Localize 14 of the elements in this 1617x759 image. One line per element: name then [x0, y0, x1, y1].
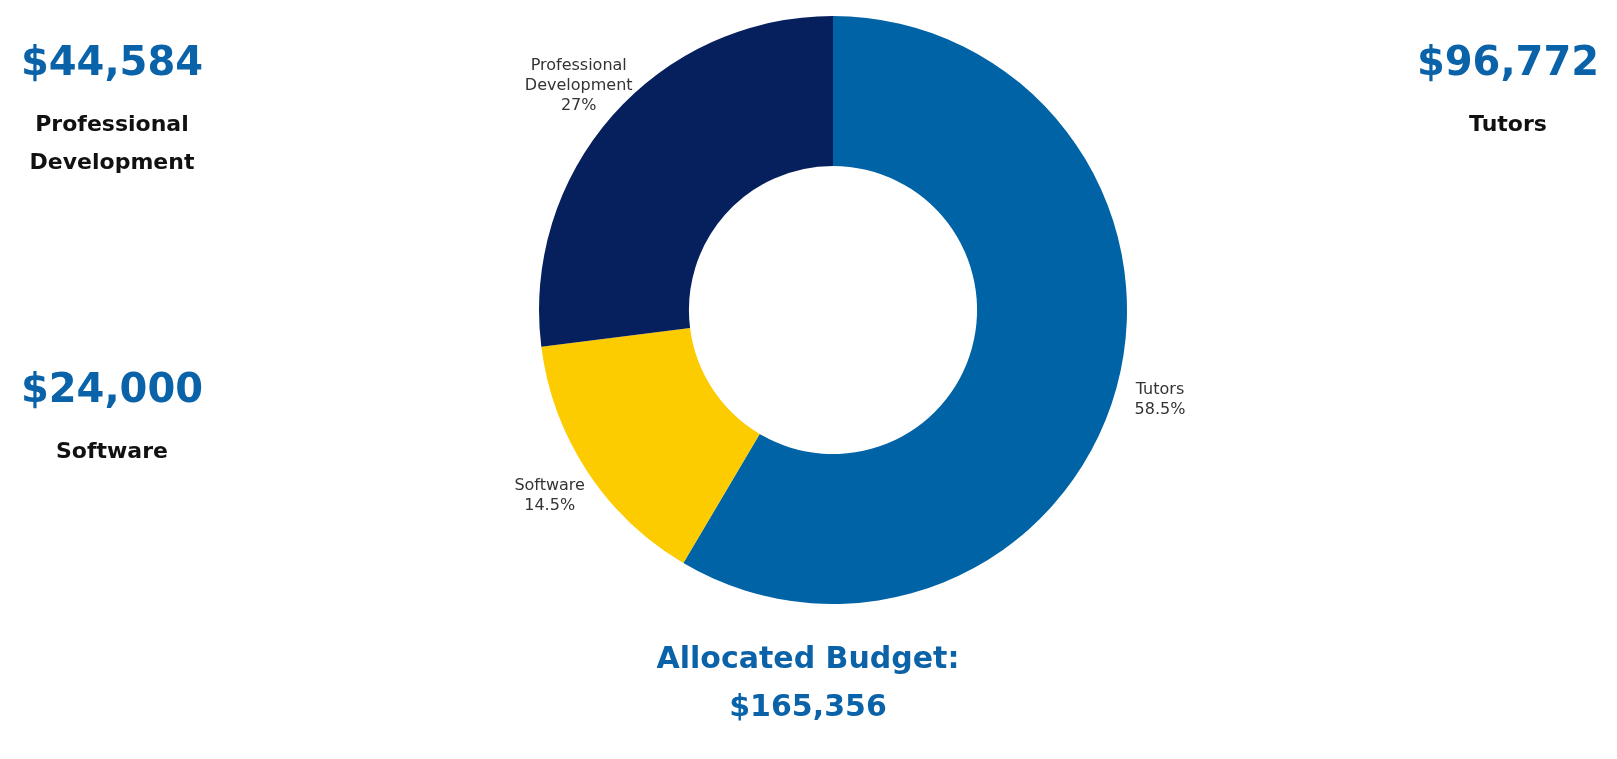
slice-label: Software: [514, 475, 585, 495]
data-label: 14.5%: [524, 495, 576, 515]
text: Professional Development: [28, 110, 196, 176]
slice-label: Tutors: [1134, 378, 1185, 398]
data-label: 27%: [560, 94, 597, 114]
data-label: 58.5%: [1134, 398, 1186, 418]
slice-label: Professional Development: [524, 54, 633, 94]
text: Software: [55, 437, 169, 465]
text: $96,772: [1415, 38, 1601, 84]
text: Allocated Budget:: [655, 640, 961, 675]
text: $24,000: [19, 365, 205, 411]
text: $44,584: [19, 38, 205, 84]
text: Tutors: [1468, 110, 1548, 138]
text: $165,356: [728, 688, 888, 723]
